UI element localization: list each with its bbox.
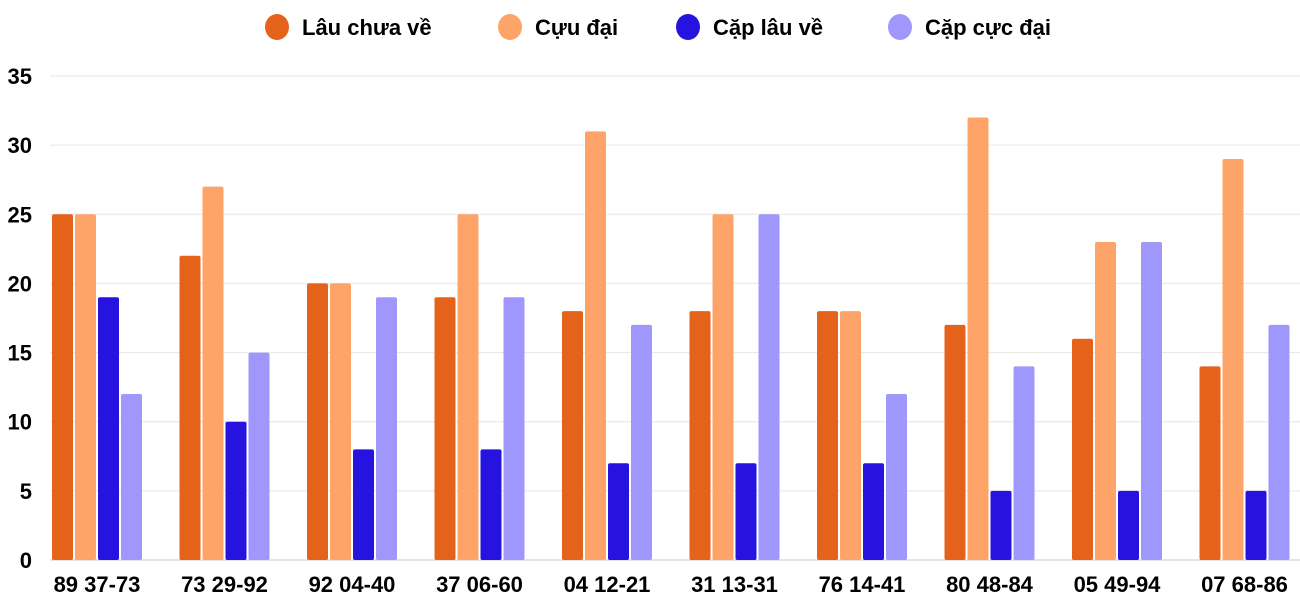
legend-swatch-icon <box>498 14 522 40</box>
bar <box>1268 324 1290 560</box>
bar <box>1222 158 1244 560</box>
bar <box>434 297 456 560</box>
bar <box>376 297 397 560</box>
bar <box>202 186 224 560</box>
x-axis: 89 37-73 73 29-92 92 04-40 37 06-60 04 12-21… <box>54 572 1288 597</box>
bar <box>480 449 502 560</box>
x-tick-label: 31 13-31 <box>691 572 778 597</box>
bars <box>52 117 1290 561</box>
bar <box>689 311 711 560</box>
bar <box>1199 366 1221 560</box>
y-tick-label: 20 <box>8 271 32 296</box>
bar <box>631 324 652 560</box>
x-tick-label: 37 06-60 <box>436 572 523 597</box>
bar <box>712 214 734 561</box>
bar <box>353 449 374 560</box>
legend-item: Cặp lâu về <box>676 14 823 40</box>
y-axis: 0 5 10 15 20 25 30 35 <box>8 64 32 573</box>
bar <box>886 394 907 560</box>
bar <box>307 283 328 560</box>
x-tick-label: 05 49-94 <box>1074 572 1162 597</box>
y-tick-label: 10 <box>8 410 32 435</box>
bar <box>52 214 73 561</box>
legend: Lâu chưa về Cựu đại Cặp lâu về Cặp cực đại <box>265 14 1051 40</box>
bar <box>503 297 525 560</box>
legend-label: Cặp lâu về <box>713 15 823 40</box>
legend-label: Cựu đại <box>535 15 618 40</box>
bar <box>75 214 96 561</box>
x-tick-label: 76 14-41 <box>819 572 906 597</box>
bar <box>1095 241 1116 560</box>
x-tick-label: 80 48-84 <box>946 572 1034 597</box>
x-tick-label: 04 12-21 <box>564 572 651 597</box>
bar <box>1245 490 1267 560</box>
x-tick-label: 92 04-40 <box>309 572 396 597</box>
y-tick-label: 35 <box>8 64 32 89</box>
legend-item: Lâu chưa về <box>265 14 432 40</box>
bar <box>608 463 629 560</box>
bar <box>1013 366 1035 560</box>
bar <box>562 311 583 560</box>
bar <box>330 283 351 560</box>
legend-item: Cựu đại <box>498 14 618 40</box>
legend-label: Lâu chưa về <box>302 15 432 40</box>
bar <box>179 255 201 560</box>
x-tick-label: 73 29-92 <box>181 572 268 597</box>
x-tick-label: 89 37-73 <box>54 572 141 597</box>
bar <box>225 421 247 560</box>
bar <box>98 297 119 560</box>
legend-swatch-icon <box>888 14 912 40</box>
bar <box>990 490 1012 560</box>
bar <box>585 131 606 561</box>
bar <box>758 214 780 561</box>
bar <box>944 324 966 560</box>
bar <box>1141 241 1162 560</box>
legend-label: Cặp cực đại <box>925 15 1051 40</box>
bar <box>840 311 861 560</box>
bar <box>457 214 479 561</box>
bar <box>735 463 757 560</box>
y-tick-label: 15 <box>8 341 32 366</box>
bar <box>121 394 142 560</box>
x-tick-label: 07 68-86 <box>1201 572 1288 597</box>
legend-item: Cặp cực đại <box>888 14 1051 40</box>
bar <box>863 463 884 560</box>
y-tick-label: 5 <box>20 479 32 504</box>
y-tick-label: 0 <box>20 548 32 573</box>
bar <box>817 311 838 560</box>
legend-swatch-icon <box>676 14 700 40</box>
bar <box>1118 490 1139 560</box>
y-tick-label: 30 <box>8 133 32 158</box>
legend-swatch-icon <box>265 14 289 40</box>
bar <box>1072 338 1093 560</box>
y-tick-label: 25 <box>8 202 32 227</box>
bar <box>248 352 270 560</box>
bar <box>967 117 989 560</box>
